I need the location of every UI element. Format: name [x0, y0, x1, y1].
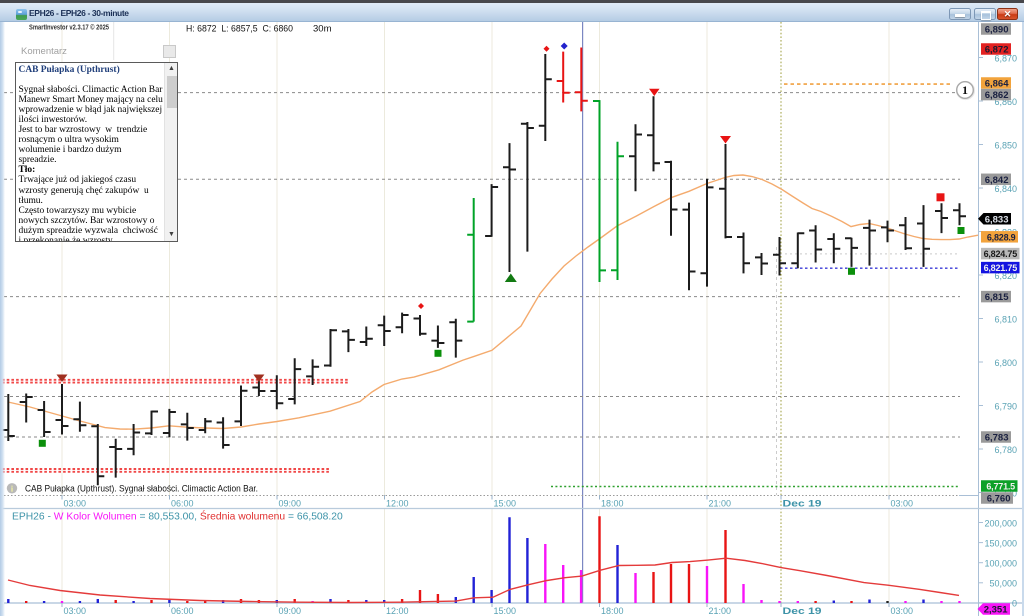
svg-text:6,780: 6,780: [994, 445, 1017, 455]
svg-text:2,351: 2,351: [984, 605, 1008, 616]
svg-text:CAB Pułapka (Upthrust). Sygnał: CAB Pułapka (Upthrust). Sygnał słabości.…: [25, 484, 258, 494]
svg-text:21:00: 21:00: [709, 606, 732, 616]
svg-text:15:00: 15:00: [494, 606, 517, 616]
svg-text:6,800: 6,800: [994, 358, 1017, 368]
svg-text:6,828.9: 6,828.9: [987, 232, 1016, 242]
svg-text:09:00: 09:00: [279, 606, 302, 616]
svg-text:6,833: 6,833: [985, 214, 1009, 225]
svg-text:6,890: 6,890: [985, 25, 1009, 36]
svg-text:SmartInvestor v2.3.17 © 2025: SmartInvestor v2.3.17 © 2025: [29, 23, 109, 32]
svg-text:06:00: 06:00: [171, 606, 194, 616]
svg-text:50,000: 50,000: [989, 579, 1017, 589]
svg-text:03:00: 03:00: [891, 606, 914, 616]
svg-text:i: i: [11, 485, 14, 494]
svg-text:EPH26 - W Kolor Wolumen = 80,5: EPH26 - W Kolor Wolumen = 80,553.00, Śre…: [12, 510, 343, 523]
svg-text:12:00: 12:00: [386, 499, 409, 509]
svg-text:6,864: 6,864: [985, 79, 1009, 90]
svg-text:15:00: 15:00: [494, 499, 517, 509]
svg-text:6,824.75: 6,824.75: [984, 249, 1018, 259]
svg-text:12:00: 12:00: [386, 606, 409, 616]
svg-text:200,000: 200,000: [984, 518, 1017, 528]
svg-text:6,860: 6,860: [994, 97, 1017, 107]
svg-text:6,810: 6,810: [994, 314, 1017, 324]
svg-text:03:00: 03:00: [891, 499, 914, 509]
svg-text:100,000: 100,000: [984, 559, 1017, 569]
svg-text:18:00: 18:00: [601, 499, 624, 509]
svg-text:6,870: 6,870: [994, 53, 1017, 63]
svg-text:0: 0: [1012, 599, 1017, 609]
svg-text:6,815: 6,815: [985, 292, 1009, 303]
svg-text:6,771.5: 6,771.5: [986, 482, 1015, 492]
svg-text:150,000: 150,000: [984, 538, 1017, 548]
svg-text:6,872: 6,872: [985, 45, 1009, 56]
svg-text:30m: 30m: [313, 23, 332, 34]
svg-text:1: 1: [962, 83, 968, 97]
svg-text:6,783: 6,783: [985, 433, 1009, 444]
svg-text:6,821.75: 6,821.75: [984, 263, 1018, 273]
svg-text:Dec 19: Dec 19: [783, 499, 822, 510]
svg-text:H: 6872 L: 6857,5 C: 6860: H: 6872 L: 6857,5 C: 6860: [186, 23, 293, 34]
svg-text:6,760: 6,760: [987, 494, 1011, 505]
svg-text:6,820: 6,820: [994, 271, 1017, 281]
svg-text:03:00: 03:00: [64, 606, 87, 616]
svg-text:6,862: 6,862: [985, 90, 1009, 101]
svg-text:6,842: 6,842: [985, 175, 1009, 186]
svg-text:6,850: 6,850: [994, 140, 1017, 150]
svg-text:Dec 19: Dec 19: [783, 606, 822, 616]
svg-text:18:00: 18:00: [601, 606, 624, 616]
svg-text:21:00: 21:00: [709, 499, 732, 509]
svg-text:6,790: 6,790: [994, 401, 1017, 411]
svg-text:03:00: 03:00: [64, 499, 87, 509]
svg-text:06:00: 06:00: [171, 499, 194, 509]
svg-text:6,840: 6,840: [994, 184, 1017, 194]
svg-text:09:00: 09:00: [279, 499, 302, 509]
